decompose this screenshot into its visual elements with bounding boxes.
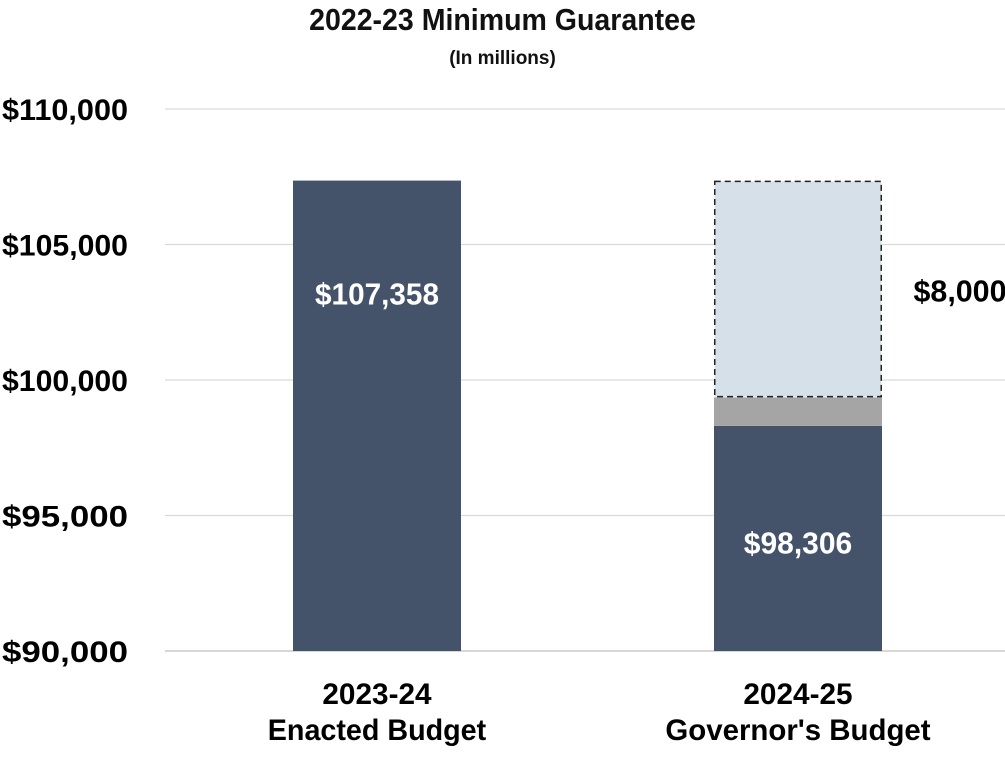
y-tick-label: $100,000 xyxy=(2,365,128,398)
data-label: $107,358 xyxy=(315,276,439,311)
bar-segment xyxy=(714,397,882,426)
y-axis: $90,000 $95,000 $100,000 $105,000 $110,000 xyxy=(2,94,128,669)
y-tick-label: $90,000 xyxy=(2,636,128,669)
data-label: $98,306 xyxy=(744,526,853,561)
bar-segment xyxy=(714,180,882,398)
x-tick-label: 2024-25 xyxy=(743,678,852,711)
chart-subtitle: (In millions) xyxy=(449,48,556,69)
x-tick-label: Enacted Budget xyxy=(268,714,486,747)
x-tick-label: 2023-24 xyxy=(322,678,432,711)
bars xyxy=(293,180,882,651)
data-labels: $107,358 $98,306 $8,000 xyxy=(315,274,1005,561)
data-label: $8,000 xyxy=(914,274,1005,309)
y-tick-label: $95,000 xyxy=(2,501,128,534)
bar-segment xyxy=(714,425,882,651)
x-tick-label: Governor's Budget xyxy=(665,714,930,747)
y-tick-label: $110,000 xyxy=(2,94,128,127)
chart-title: 2022-23 Minimum Guarantee xyxy=(309,2,696,37)
y-tick-label: $105,000 xyxy=(2,230,128,263)
bar-segment xyxy=(293,180,461,651)
